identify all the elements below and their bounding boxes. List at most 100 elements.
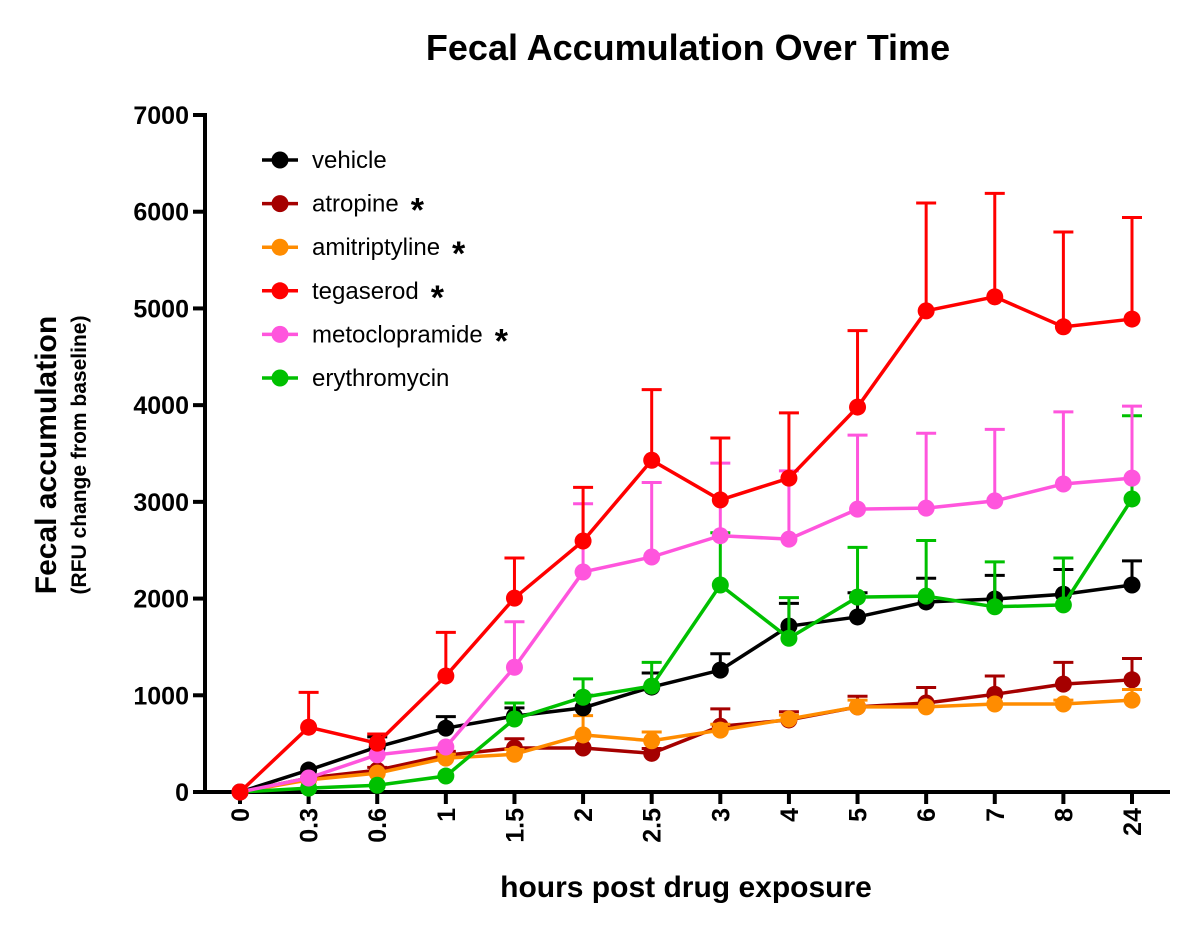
- y-tick-label: 1000: [133, 682, 189, 710]
- data-point: [780, 530, 798, 548]
- legend-label: atropine: [312, 191, 399, 218]
- chart-title: Fecal Accumulation Over Time: [426, 27, 950, 68]
- data-point: [986, 695, 1004, 713]
- data-point: [368, 734, 386, 752]
- data-point: [574, 739, 592, 757]
- legend-marker: [271, 151, 289, 169]
- x-tick-label: 2.5: [639, 808, 667, 843]
- series-erythromycin: [231, 414, 1142, 801]
- data-point: [437, 667, 455, 685]
- x-tick-label: 1: [433, 808, 461, 822]
- data-point: [574, 532, 592, 550]
- legend-label: vehicle: [312, 147, 387, 174]
- data-point: [1054, 475, 1072, 493]
- data-point: [1054, 596, 1072, 614]
- x-tick-label: 3: [707, 808, 735, 822]
- data-point: [849, 698, 867, 716]
- data-point: [643, 677, 661, 695]
- data-point: [917, 587, 935, 605]
- data-point: [917, 302, 935, 320]
- y-tick-label: 0: [175, 779, 189, 807]
- series-line: [239, 698, 1133, 794]
- x-tick-label: 5: [845, 808, 873, 822]
- data-point: [643, 732, 661, 750]
- data-point: [437, 719, 455, 737]
- data-point: [1123, 691, 1141, 709]
- x-tick-label: 0.3: [296, 808, 324, 843]
- x-tick-label: 0.6: [364, 808, 392, 843]
- data-point: [1054, 695, 1072, 713]
- data-point: [300, 718, 318, 736]
- data-point: [986, 288, 1004, 306]
- legend-label: erythromycin: [312, 365, 449, 392]
- data-point: [780, 710, 798, 728]
- x-tick-label: 7: [982, 808, 1010, 822]
- data-point: [437, 738, 455, 756]
- y-tick-label: 5000: [133, 295, 189, 323]
- data-point: [1123, 469, 1141, 487]
- x-tick-label: 24: [1119, 808, 1147, 836]
- data-point: [574, 726, 592, 744]
- series-metoclopramide: [231, 404, 1142, 801]
- x-tick-label: 2: [570, 808, 598, 822]
- y-tick-label: 4000: [133, 392, 189, 420]
- legend-item-atropine: atropine *: [262, 191, 425, 230]
- legend-marker: [271, 195, 289, 213]
- legend-label: metoclopramide: [312, 321, 483, 348]
- data-point: [368, 764, 386, 782]
- data-point: [711, 661, 729, 679]
- series-vehicle: [231, 559, 1142, 801]
- legend-marker: [271, 238, 289, 256]
- data-point: [437, 767, 455, 785]
- series-line: [239, 583, 1133, 794]
- legend-item-vehicle: vehicle: [262, 147, 387, 174]
- data-point: [231, 783, 249, 801]
- y-tick-label: 7000: [133, 102, 189, 130]
- legend-marker: [271, 369, 289, 387]
- data-point: [849, 608, 867, 626]
- series-tegaserod: [231, 191, 1142, 801]
- data-point: [368, 776, 386, 794]
- legend-item-erythromycin: erythromycin: [262, 365, 449, 392]
- data-point: [1054, 675, 1072, 693]
- y-axis-label: Fecal accumulation (RFU change from base…: [30, 316, 91, 595]
- data-point: [849, 588, 867, 606]
- data-point: [849, 398, 867, 416]
- series-line: [238, 294, 1133, 794]
- legend-label: amitriptyline: [312, 234, 440, 261]
- x-tick-label: 4: [776, 808, 804, 822]
- data-point: [917, 698, 935, 716]
- significance-asterisk: *: [495, 322, 509, 360]
- series-line: [239, 678, 1133, 794]
- significance-asterisk: *: [411, 192, 425, 230]
- data-point: [1123, 490, 1141, 508]
- data-point: [574, 563, 592, 581]
- data-point: [780, 469, 798, 487]
- data-point: [643, 451, 661, 469]
- data-point: [1123, 576, 1141, 594]
- significance-asterisk: *: [431, 279, 445, 317]
- legend-item-metoclopramide: metoclopramide *: [262, 321, 509, 360]
- data-point: [1123, 310, 1141, 328]
- y-axis-title: Fecal accumulation: [30, 316, 63, 594]
- y-tick-label: 3000: [133, 489, 189, 517]
- y-tick-label: 6000: [133, 199, 189, 227]
- data-point: [643, 548, 661, 566]
- data-point: [1054, 318, 1072, 336]
- data-point: [505, 658, 523, 676]
- data-point: [711, 576, 729, 594]
- legend-marker: [271, 282, 289, 300]
- series-line: [239, 476, 1133, 794]
- data-point: [711, 721, 729, 739]
- x-tick-label: 8: [1050, 808, 1078, 822]
- data-point: [986, 598, 1004, 616]
- data-point: [505, 710, 523, 728]
- data-point: [711, 527, 729, 545]
- data-point: [643, 744, 661, 762]
- data-point: [1123, 671, 1141, 689]
- data-point: [574, 688, 592, 706]
- x-tick-label: 6: [913, 808, 941, 822]
- data-point: [711, 491, 729, 509]
- y-axis-subtitle: (RFU change from baseline): [68, 316, 91, 595]
